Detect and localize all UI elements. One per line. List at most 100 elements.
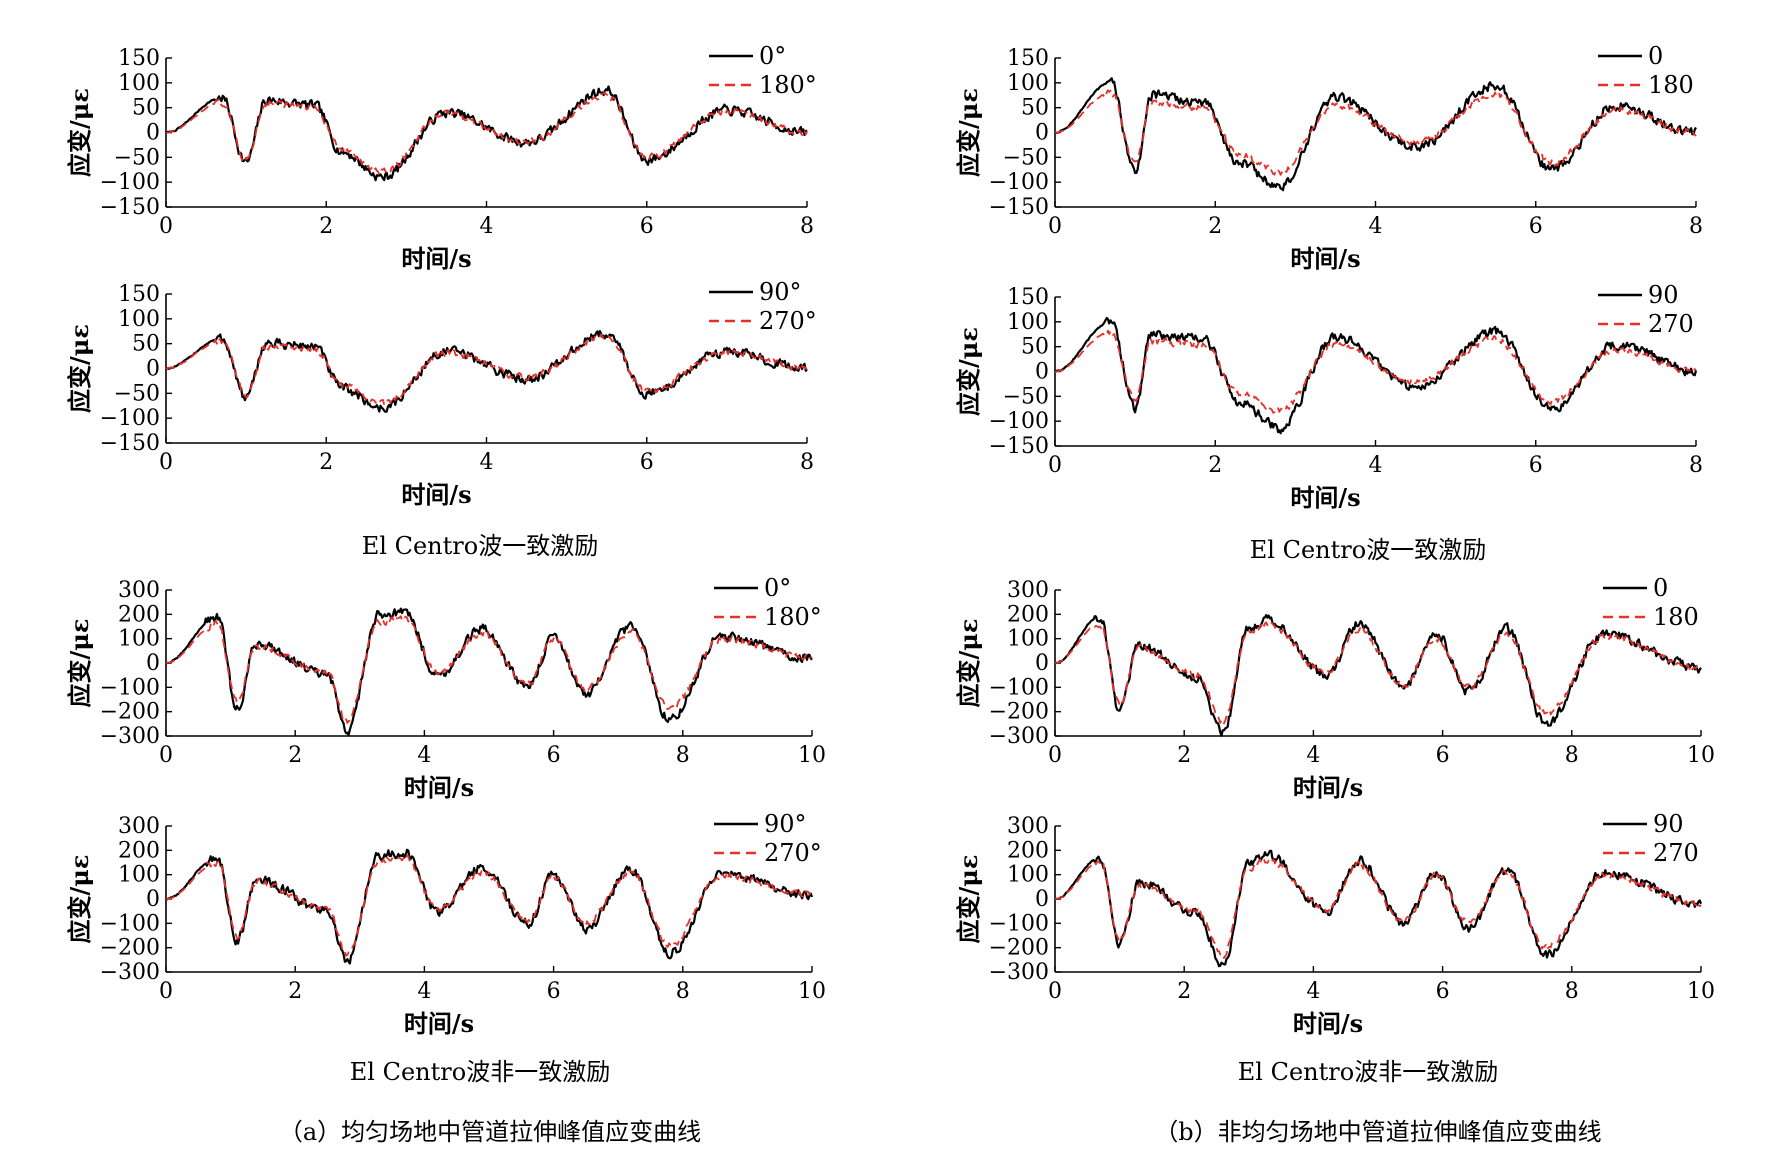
series-line-270°	[165, 333, 808, 406]
x-tick-label: 4	[480, 450, 494, 475]
y-tick-label: −300	[989, 724, 1049, 749]
y-tick-label: 100	[118, 627, 160, 652]
y-tick-label: 0	[1035, 887, 1049, 912]
y-tick-label: 150	[118, 46, 160, 71]
x-tick-label: 2	[1208, 453, 1222, 478]
y-tick-label: −150	[100, 431, 160, 456]
y-tick-label: 200	[1007, 602, 1049, 627]
x-tick-label: 8	[676, 743, 690, 768]
x-tick-label: 6	[1436, 979, 1450, 1004]
y-tick-label: −50	[1003, 384, 1049, 409]
x-axis-label: 时间/s	[404, 773, 474, 802]
y-tick-label: −50	[114, 381, 160, 406]
y-tick-label: 50	[132, 96, 160, 121]
series-line-90	[1054, 849, 1703, 968]
x-tick-label: 2	[288, 743, 302, 768]
y-axis-label: 应变/με	[65, 619, 94, 708]
y-tick-label: −300	[989, 960, 1049, 985]
series-line-270	[1054, 857, 1702, 959]
y-tick-label: 300	[1007, 578, 1049, 603]
x-tick-label: 8	[1565, 979, 1579, 1004]
series-line-180°	[165, 91, 808, 176]
legend-label: 180	[1648, 71, 1694, 99]
y-tick-label: −200	[100, 700, 160, 725]
y-tick-label: 150	[1007, 285, 1049, 310]
x-tick-label: 4	[417, 743, 431, 768]
x-tick-label: 8	[1565, 743, 1579, 768]
x-tick-label: 6	[547, 743, 561, 768]
y-tick-label: −150	[989, 434, 1049, 459]
series-line-0	[1054, 77, 1697, 192]
x-tick-label: 8	[800, 214, 814, 239]
y-tick-label: −150	[100, 195, 160, 220]
x-tick-label: 0	[159, 979, 173, 1004]
x-tick-label: 10	[798, 743, 826, 768]
legend-label: 270	[1653, 839, 1699, 867]
x-axis-label: 时间/s	[1293, 1009, 1363, 1038]
x-tick-label: 2	[319, 214, 333, 239]
y-tick-label: −50	[1003, 145, 1049, 170]
y-axis-label: 应变/με	[954, 88, 983, 177]
y-tick-label: −150	[989, 195, 1049, 220]
x-tick-label: 8	[1689, 453, 1703, 478]
series-line-90°	[165, 330, 808, 413]
legend-label: 90°	[764, 810, 807, 838]
y-axis-label: 应变/με	[65, 324, 94, 413]
series-line-90	[1054, 316, 1698, 435]
x-tick-label: 10	[798, 979, 826, 1004]
series-line-0°	[165, 607, 813, 736]
y-axis-label: 应变/με	[954, 855, 983, 944]
caption-b-nonuniform: El Centro波非一致激励	[1238, 1058, 1498, 1086]
x-axis-label: 时间/s	[401, 480, 471, 509]
y-tick-label: −100	[989, 409, 1049, 434]
y-axis-label: 应变/με	[954, 619, 983, 708]
y-tick-label: 200	[118, 602, 160, 627]
caption-a-nonuniform: El Centro波非一致激励	[350, 1058, 610, 1086]
y-tick-label: −100	[989, 675, 1049, 700]
x-tick-label: 6	[1529, 453, 1543, 478]
legend-label: 0°	[764, 574, 791, 602]
legend-label: 180°	[759, 71, 817, 99]
x-tick-label: 6	[640, 450, 654, 475]
x-tick-label: 4	[417, 979, 431, 1004]
x-tick-label: 10	[1687, 743, 1715, 768]
y-tick-label: 100	[1007, 310, 1049, 335]
y-tick-label: 100	[1007, 863, 1049, 888]
y-tick-label: 300	[118, 578, 160, 603]
x-tick-label: 4	[1306, 743, 1320, 768]
x-tick-label: 2	[319, 450, 333, 475]
y-tick-label: −100	[100, 170, 160, 195]
y-tick-label: 100	[118, 71, 160, 96]
x-tick-label: 4	[1369, 453, 1383, 478]
x-tick-label: 6	[1529, 214, 1543, 239]
y-tick-label: 0	[146, 887, 160, 912]
x-tick-label: 2	[1177, 979, 1191, 1004]
y-tick-label: −50	[114, 145, 160, 170]
y-tick-label: 100	[118, 863, 160, 888]
y-tick-label: 50	[1021, 335, 1049, 360]
y-tick-label: 150	[118, 282, 160, 307]
y-tick-label: 50	[1021, 96, 1049, 121]
y-tick-label: 200	[118, 838, 160, 863]
x-tick-label: 4	[1369, 214, 1383, 239]
y-tick-label: 200	[1007, 838, 1049, 863]
y-tick-label: −200	[100, 936, 160, 961]
y-tick-label: −100	[100, 911, 160, 936]
series-line-0	[1054, 613, 1702, 737]
y-tick-label: 0	[1035, 121, 1049, 146]
legend-label: 90°	[759, 278, 802, 306]
series-line-180	[1054, 620, 1702, 725]
y-tick-label: 0	[146, 357, 160, 382]
x-axis-label: 时间/s	[401, 244, 471, 273]
y-tick-label: 0	[146, 651, 160, 676]
series-line-270	[1054, 329, 1697, 414]
x-tick-label: 0	[1048, 979, 1062, 1004]
series-line-270°	[165, 854, 813, 957]
